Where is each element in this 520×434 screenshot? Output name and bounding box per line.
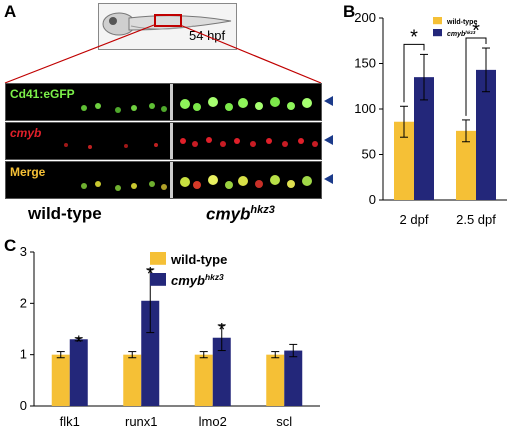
bar-mutant bbox=[69, 339, 88, 406]
wildtype-genotype-label: wild-type bbox=[28, 204, 102, 223]
legend-label-mutant: cmybhkz3 bbox=[447, 29, 476, 38]
category-label: 2.5 dpf bbox=[456, 212, 496, 227]
bar-mutant bbox=[141, 300, 160, 406]
cmyb-row-label: cmyb bbox=[10, 126, 42, 140]
arrowhead-icon bbox=[324, 135, 333, 145]
y-tick-label: 200 bbox=[354, 10, 376, 25]
cmyb-mutant-image bbox=[180, 137, 318, 147]
category-label: 2 dpf bbox=[400, 212, 429, 227]
merge-wildtype-image bbox=[81, 181, 167, 191]
y-tick-label: 150 bbox=[354, 56, 376, 71]
mutant-genotype-label: cmybhkz3 bbox=[206, 204, 275, 224]
category-label: scl bbox=[276, 414, 292, 429]
legend-label-wildtype: wild-type bbox=[170, 252, 227, 267]
significance-star: * bbox=[410, 26, 418, 48]
legend-swatch-mutant bbox=[433, 29, 442, 37]
legend-label-mutant: cmybhkz3 bbox=[171, 272, 224, 288]
legend-swatch-wildtype bbox=[433, 17, 442, 25]
bar-wildtype bbox=[266, 354, 285, 406]
category-label: flk1 bbox=[60, 414, 80, 429]
bar-wildtype bbox=[394, 121, 414, 200]
cmyb-image-strip: cmyb bbox=[5, 122, 322, 160]
stage-label: 54 hpf bbox=[189, 28, 226, 43]
panel-a-label: A bbox=[4, 2, 17, 21]
arrowhead-icon bbox=[324, 174, 333, 184]
legend-swatch-wildtype bbox=[150, 252, 166, 265]
gfp-row-label: Cd41:eGFP bbox=[10, 87, 75, 101]
panel-a: A 54 hpf Cd41:eGFP bbox=[0, 0, 340, 224]
merge-image-strip: Merge bbox=[5, 161, 322, 199]
category-label: runx1 bbox=[125, 414, 158, 429]
arrowhead-icon bbox=[324, 96, 333, 106]
y-tick-label: 100 bbox=[354, 101, 376, 116]
significance-bracket bbox=[465, 37, 487, 116]
bar-mutant bbox=[476, 69, 496, 201]
gfp-wildtype-image bbox=[81, 103, 167, 113]
y-tick-label: 0 bbox=[369, 192, 376, 207]
gfp-mutant-image bbox=[180, 97, 312, 111]
merge-mutant-image bbox=[180, 175, 312, 189]
bar-mutant bbox=[284, 350, 303, 406]
category-label: lmo2 bbox=[199, 414, 227, 429]
panel-c-label: C bbox=[4, 236, 17, 255]
significance-star: * bbox=[218, 320, 225, 340]
merge-row-label: Merge bbox=[10, 165, 46, 179]
y-tick-label: 2 bbox=[20, 295, 27, 310]
bar-mutant bbox=[212, 337, 231, 406]
legend-swatch-mutant bbox=[150, 273, 166, 286]
bar-wildtype bbox=[123, 354, 142, 406]
bar-wildtype bbox=[456, 130, 476, 200]
y-tick-label: 1 bbox=[20, 347, 27, 362]
y-tick-label: 50 bbox=[362, 147, 376, 162]
significance-star: * bbox=[75, 333, 82, 353]
y-tick-label: 0 bbox=[20, 398, 27, 413]
y-tick-label: 3 bbox=[20, 244, 27, 259]
gfp-image-strip: Cd41:eGFP bbox=[5, 83, 322, 121]
bar-wildtype bbox=[51, 354, 70, 406]
bar-mutant bbox=[414, 77, 434, 200]
cmyb-wildtype-image bbox=[64, 143, 158, 149]
significance-bracket bbox=[403, 43, 425, 103]
significance-star: * bbox=[472, 20, 480, 42]
legend-label-wildtype: wild-type bbox=[446, 19, 477, 26]
bar-wildtype bbox=[194, 354, 213, 406]
panel-b-label: B bbox=[343, 2, 356, 21]
zoom-region-box bbox=[154, 14, 182, 27]
